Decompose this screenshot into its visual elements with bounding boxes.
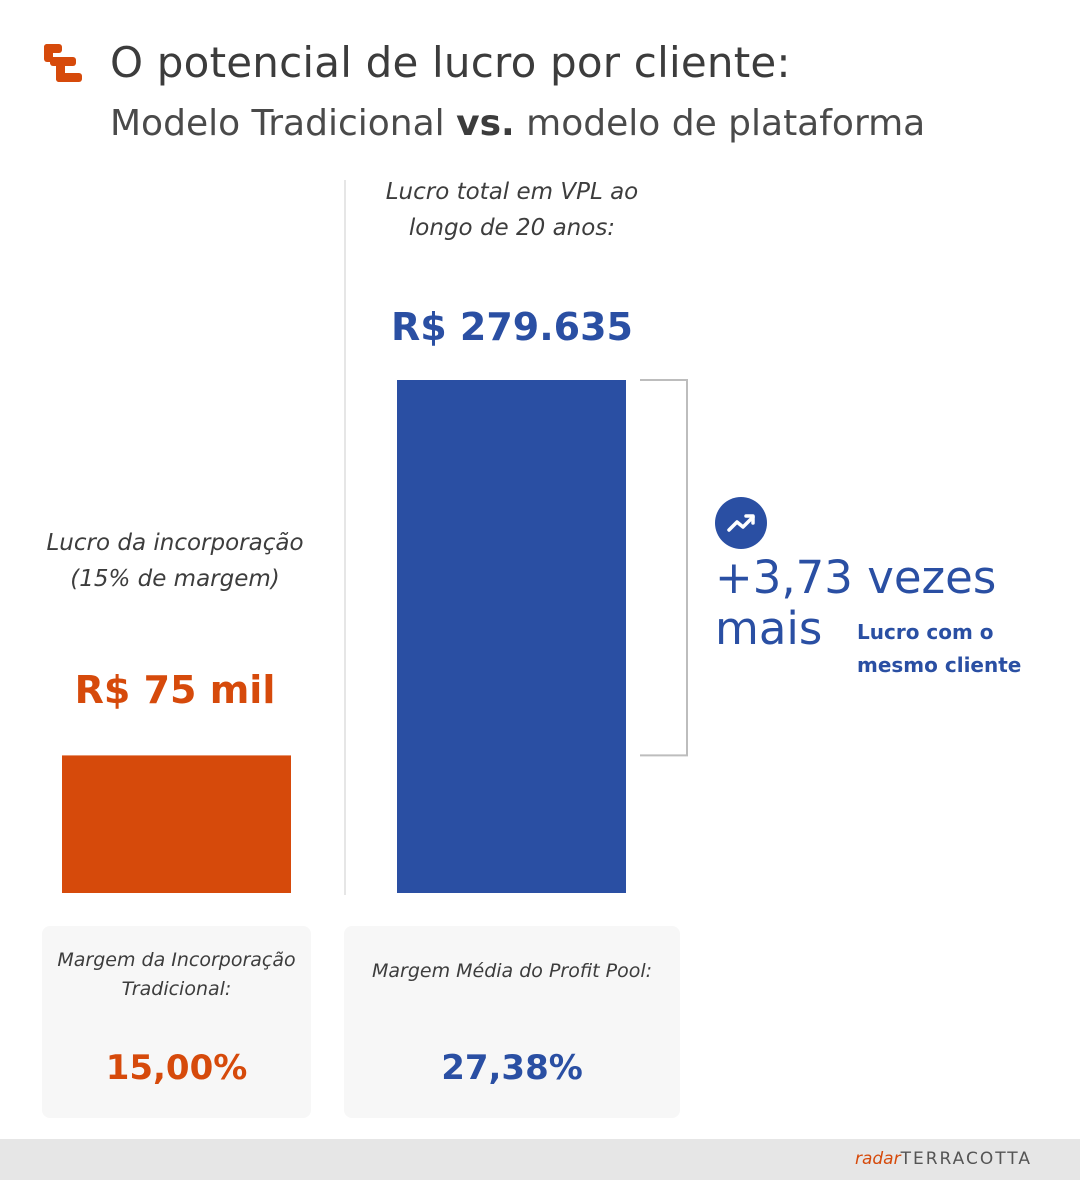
terracotta-logo-icon [44, 44, 82, 82]
subtitle-rest: modelo de plataforma [514, 103, 926, 144]
page-title: O potencial de lucro por cliente: [110, 38, 791, 87]
bar-platform [397, 380, 626, 893]
bar-value-platform: R$ 279.635 [390, 305, 633, 349]
subtitle-vs: vs. [456, 103, 515, 144]
subtitle-main: Modelo Tradicional [110, 103, 457, 144]
footer-brand: radarTERRACOTTA [855, 1149, 1032, 1169]
bar-value-traditional: R$ 75 mil [74, 668, 276, 712]
margin-card-label: Margem da Incorporação Tradicional: [57, 949, 296, 1000]
bar-label-platform: Lucro total em VPL ao longo de 20 anos: [385, 179, 639, 241]
footer: radarTERRACOTTA [0, 1139, 1080, 1180]
margin-card-platform: Margem Média do Profit Pool: 27,38% [344, 926, 680, 1118]
margin-card-traditional: Margem da Incorporação Tradicional: 15,0… [42, 926, 311, 1118]
bar-traditional [62, 755, 291, 893]
page-subtitle: Modelo Tradicional vs. modelo de platafo… [110, 103, 925, 144]
column-divider [344, 180, 346, 895]
comparison-note: Lucro com o mesmo cliente [857, 620, 1022, 677]
multiplier-mais: mais [715, 602, 823, 655]
comparison-bracket [640, 379, 688, 757]
margin-card-value: 27,38% [441, 1048, 583, 1088]
margin-card-value: 15,00% [105, 1048, 248, 1088]
bar-label-traditional: Lucro da incorporação (15% de margem) [46, 530, 304, 592]
brand-terracotta: TERRACOTTA [900, 1149, 1032, 1169]
brand-radar: radar [854, 1149, 901, 1169]
trend-up-icon [715, 497, 767, 549]
margin-card-label: Margem Média do Profit Pool: [371, 960, 653, 982]
multiplier-text: +3,73 vezes [715, 551, 997, 604]
